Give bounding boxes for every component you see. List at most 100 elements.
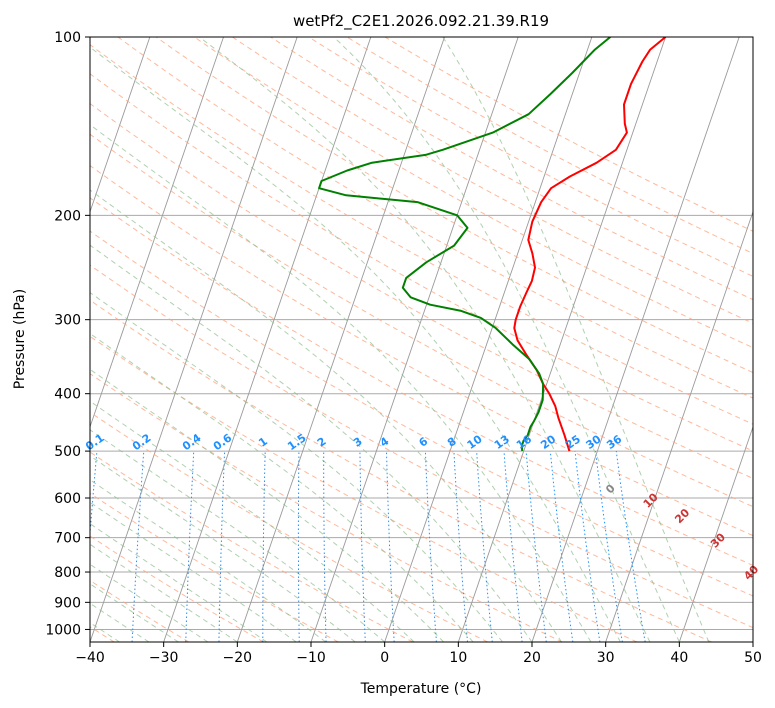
dry-adiabat-line — [90, 102, 753, 480]
moist-adiabat-line — [90, 244, 533, 642]
isotherm-line — [531, 37, 740, 642]
axes: −40 −30 −20 −10 0 10 20 30 40 5010020030040050060… — [45, 30, 762, 666]
dry-adiabat-line — [90, 264, 753, 629]
isotherm-line — [90, 37, 298, 642]
isotherm-line — [678, 425, 753, 642]
y-tick-label: 600 — [54, 491, 81, 507]
mixing-ratio-label: 8 — [445, 435, 459, 450]
moist-adiabat-line — [90, 189, 562, 642]
mixing-ratio-line — [323, 451, 327, 642]
x-axis-label: Temperature (°C) — [360, 681, 482, 697]
moist-adiabat-line — [90, 291, 503, 642]
moist-adiabat-line — [90, 46, 621, 642]
mixing-ratio-label: 16 — [514, 432, 534, 452]
dry-adiabat-line — [90, 492, 339, 642]
moist-adiabat-line — [90, 124, 592, 642]
dry-adiabat-line — [270, 37, 753, 301]
x-tick-label: 50 — [744, 650, 762, 666]
mixing-ratio-label: 25 — [563, 433, 583, 452]
moist-adiabat-line — [90, 479, 327, 642]
mixing-ratio-line — [615, 451, 646, 642]
plot-frame — [89, 36, 754, 643]
y-axis-label: Pressure (hPa) — [12, 289, 28, 389]
isotherm-line — [752, 640, 753, 642]
x-tick-label: 10 — [449, 650, 467, 666]
moist-adiabat-line — [90, 455, 356, 642]
y-tick-label: 900 — [54, 595, 81, 611]
mixing-ratio-label: 2 — [315, 435, 329, 450]
moist-adiabat-line — [198, 37, 651, 642]
x-tick-label: 40 — [670, 650, 688, 666]
dry-adiabat-line — [232, 37, 753, 324]
dry-adiabat-line — [90, 535, 264, 642]
dry-adiabat-label: -10 — [0, 411, 1, 434]
mixing-ratio-label: 4 — [378, 435, 392, 450]
moist-adiabat-label: 0 — [603, 481, 618, 496]
dry-adiabat-line — [117, 37, 753, 399]
x-tick-label: −10 — [296, 650, 326, 666]
dry-adiabat-line — [90, 230, 753, 597]
dry-adiabat-line — [90, 73, 753, 452]
moist-adiabat-line — [90, 501, 297, 642]
isotherm-line — [0, 37, 3, 642]
x-tick-label: −20 — [223, 650, 253, 666]
moist-adiabat-line — [333, 37, 680, 642]
isotherm-line — [384, 37, 593, 642]
dry-adiabat-line — [90, 451, 414, 642]
isotherm-line — [90, 37, 151, 214]
moist-adiabat-line — [90, 602, 150, 642]
mixing-ratio-label: 3 — [351, 435, 365, 450]
isotherm-line — [310, 37, 519, 642]
profile-series — [318, 37, 667, 452]
dry-adiabat-line — [90, 411, 488, 642]
x-tick-label: 20 — [523, 650, 541, 666]
dry-adiabat-line — [90, 373, 563, 642]
moist-adiabat-label: 40 — [741, 563, 761, 583]
isotherm-line — [163, 37, 372, 642]
moist-adiabat-line — [90, 429, 386, 642]
isotherm-line — [457, 37, 666, 642]
dry-adiabat-line — [90, 44, 753, 425]
mixing-ratio-line — [386, 451, 395, 642]
y-tick-label: 800 — [54, 565, 81, 581]
x-tick-label: −30 — [149, 650, 179, 666]
dry-adiabat-line — [90, 133, 753, 508]
mixing-ratio-label: 0.6 — [211, 431, 235, 453]
moist-adiabat-line — [90, 332, 474, 642]
mixing-ratio-line — [503, 451, 523, 642]
y-tick-label: 300 — [54, 313, 81, 329]
mixing-ratio-label: 6 — [416, 435, 430, 450]
dry-adiabat-line — [308, 37, 753, 277]
x-tick-label: 0 — [380, 650, 389, 666]
moist-adiabat-line — [90, 368, 444, 642]
isotherm-line — [90, 37, 224, 429]
moist-adiabat-line — [90, 400, 415, 642]
x-tick-label: −40 — [75, 650, 105, 666]
moist-adiabat-line — [90, 523, 268, 642]
mixing-ratio-line — [549, 451, 574, 642]
moist-adiabat-label: 30 — [708, 530, 728, 550]
temperature-line — [513, 37, 667, 452]
moist-adiabat-label: 10 — [641, 490, 661, 510]
mixing-ratio-line — [90, 451, 98, 539]
dry-adiabat-line — [90, 197, 753, 566]
mixing-ratio-line — [453, 451, 468, 642]
moist-adiabat-line — [442, 37, 710, 642]
mixing-ratio-line — [297, 451, 300, 642]
y-tick-label: 1000 — [45, 622, 81, 638]
dry-adiabat-line — [90, 164, 753, 537]
y-tick-label: 700 — [54, 531, 81, 547]
dry-adiabat-line — [194, 37, 753, 349]
moist-adiabat-label: 20 — [672, 506, 692, 526]
mixing-ratio-line — [476, 451, 493, 642]
isoline-labels: 0.10.20.40.611.52346810131620253036-100-… — [0, 411, 762, 583]
mixing-ratio-label: 1.5 — [285, 431, 308, 453]
background-lines — [0, 37, 753, 642]
mixing-ratio-label: 20 — [538, 432, 558, 452]
mixing-ratio-line — [574, 451, 601, 642]
dry-adiabat-line — [90, 335, 638, 642]
moist-adiabat-line — [90, 583, 179, 642]
mixing-ratio-line — [359, 451, 366, 642]
y-tick-label: 200 — [54, 208, 81, 224]
